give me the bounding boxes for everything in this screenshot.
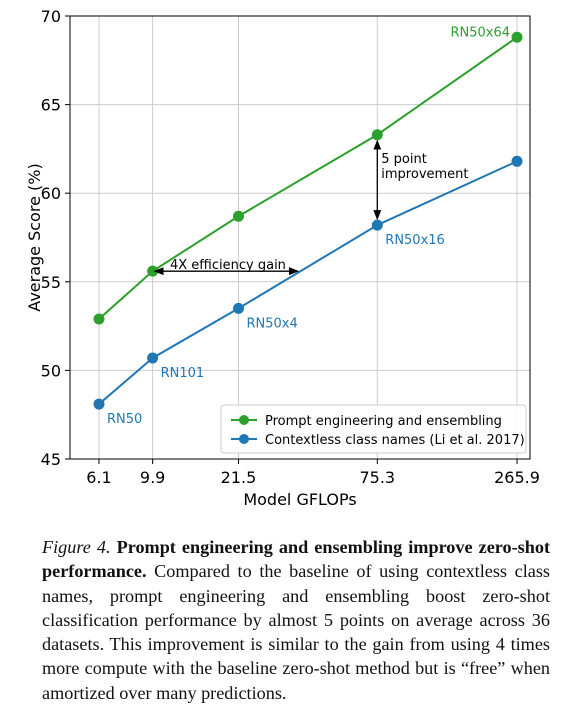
figure-caption: Figure 4. Prompt engineering and ensembl… <box>42 535 550 705</box>
x-axis-label: Model GFLOPs <box>243 490 356 509</box>
point-label: RN50 <box>107 412 142 427</box>
point-label: RN50x64 <box>450 25 510 40</box>
y-tick-label: 55 <box>41 273 61 292</box>
grid <box>70 15 530 460</box>
legend-swatch-marker <box>239 415 249 425</box>
data-point <box>232 302 244 314</box>
x-tick-label: 75.3 <box>359 468 395 487</box>
data-point <box>371 219 383 231</box>
y-tick-label: 60 <box>41 184 61 203</box>
point-label: RN101 <box>161 366 205 381</box>
series-layer: RN50 RN101 RN50x4 RN50x16 RN50x64 <box>93 25 523 427</box>
axes: 45 50 55 60 65 70 6.1 9.9 21.5 75.3 265.9 Model GFL… <box>25 7 540 509</box>
data-point <box>147 352 159 364</box>
caption-figure-label: Figure 4. <box>42 537 111 557</box>
chart: 45 50 55 60 65 70 6.1 9.9 21.5 75.3 265.9 Model GFL… <box>25 7 540 509</box>
data-point <box>232 210 244 222</box>
legend-box <box>220 404 527 454</box>
x-tick-label: 9.9 <box>140 468 165 487</box>
x-tick-label: 21.5 <box>221 468 257 487</box>
y-axis-label: Average Score (%) <box>25 163 44 311</box>
y-tick-label: 65 <box>41 96 61 115</box>
data-point <box>93 313 105 325</box>
plot-frame <box>69 15 531 460</box>
data-point <box>511 31 523 43</box>
x-tick-label: 6.1 <box>86 468 111 487</box>
x-tick-label: 265.9 <box>494 468 540 487</box>
point-label: RN50x16 <box>385 233 445 248</box>
legend-swatch-marker <box>239 434 249 444</box>
caption-body-text: Compared to the baseline of using contex… <box>42 561 550 703</box>
legend-entry: Contextless class names (Li et al. 2017) <box>265 433 525 448</box>
y-tick-label: 70 <box>41 7 61 26</box>
y-tick-label: 50 <box>41 361 61 380</box>
data-point <box>511 155 523 167</box>
y-tick-label: 45 <box>41 450 61 469</box>
legend-entry: Prompt engineering and ensembling <box>265 414 502 429</box>
point-label: RN50x4 <box>246 316 297 331</box>
data-point <box>371 129 383 141</box>
improvement-annotation: 5 point <box>381 152 427 167</box>
improvement-annotation: improvement <box>381 167 468 182</box>
data-point <box>93 398 105 410</box>
caption-bold-text: Prompt engineering and ensembling improv… <box>42 537 551 582</box>
chart-svg: 45 50 55 60 65 70 6.1 9.9 21.5 75.3 265.9 Model GFL… <box>25 7 540 509</box>
legend: Prompt engineering and ensembling Context… <box>220 404 527 454</box>
efficiency-annotation: 4X efficiency gain <box>170 258 286 273</box>
